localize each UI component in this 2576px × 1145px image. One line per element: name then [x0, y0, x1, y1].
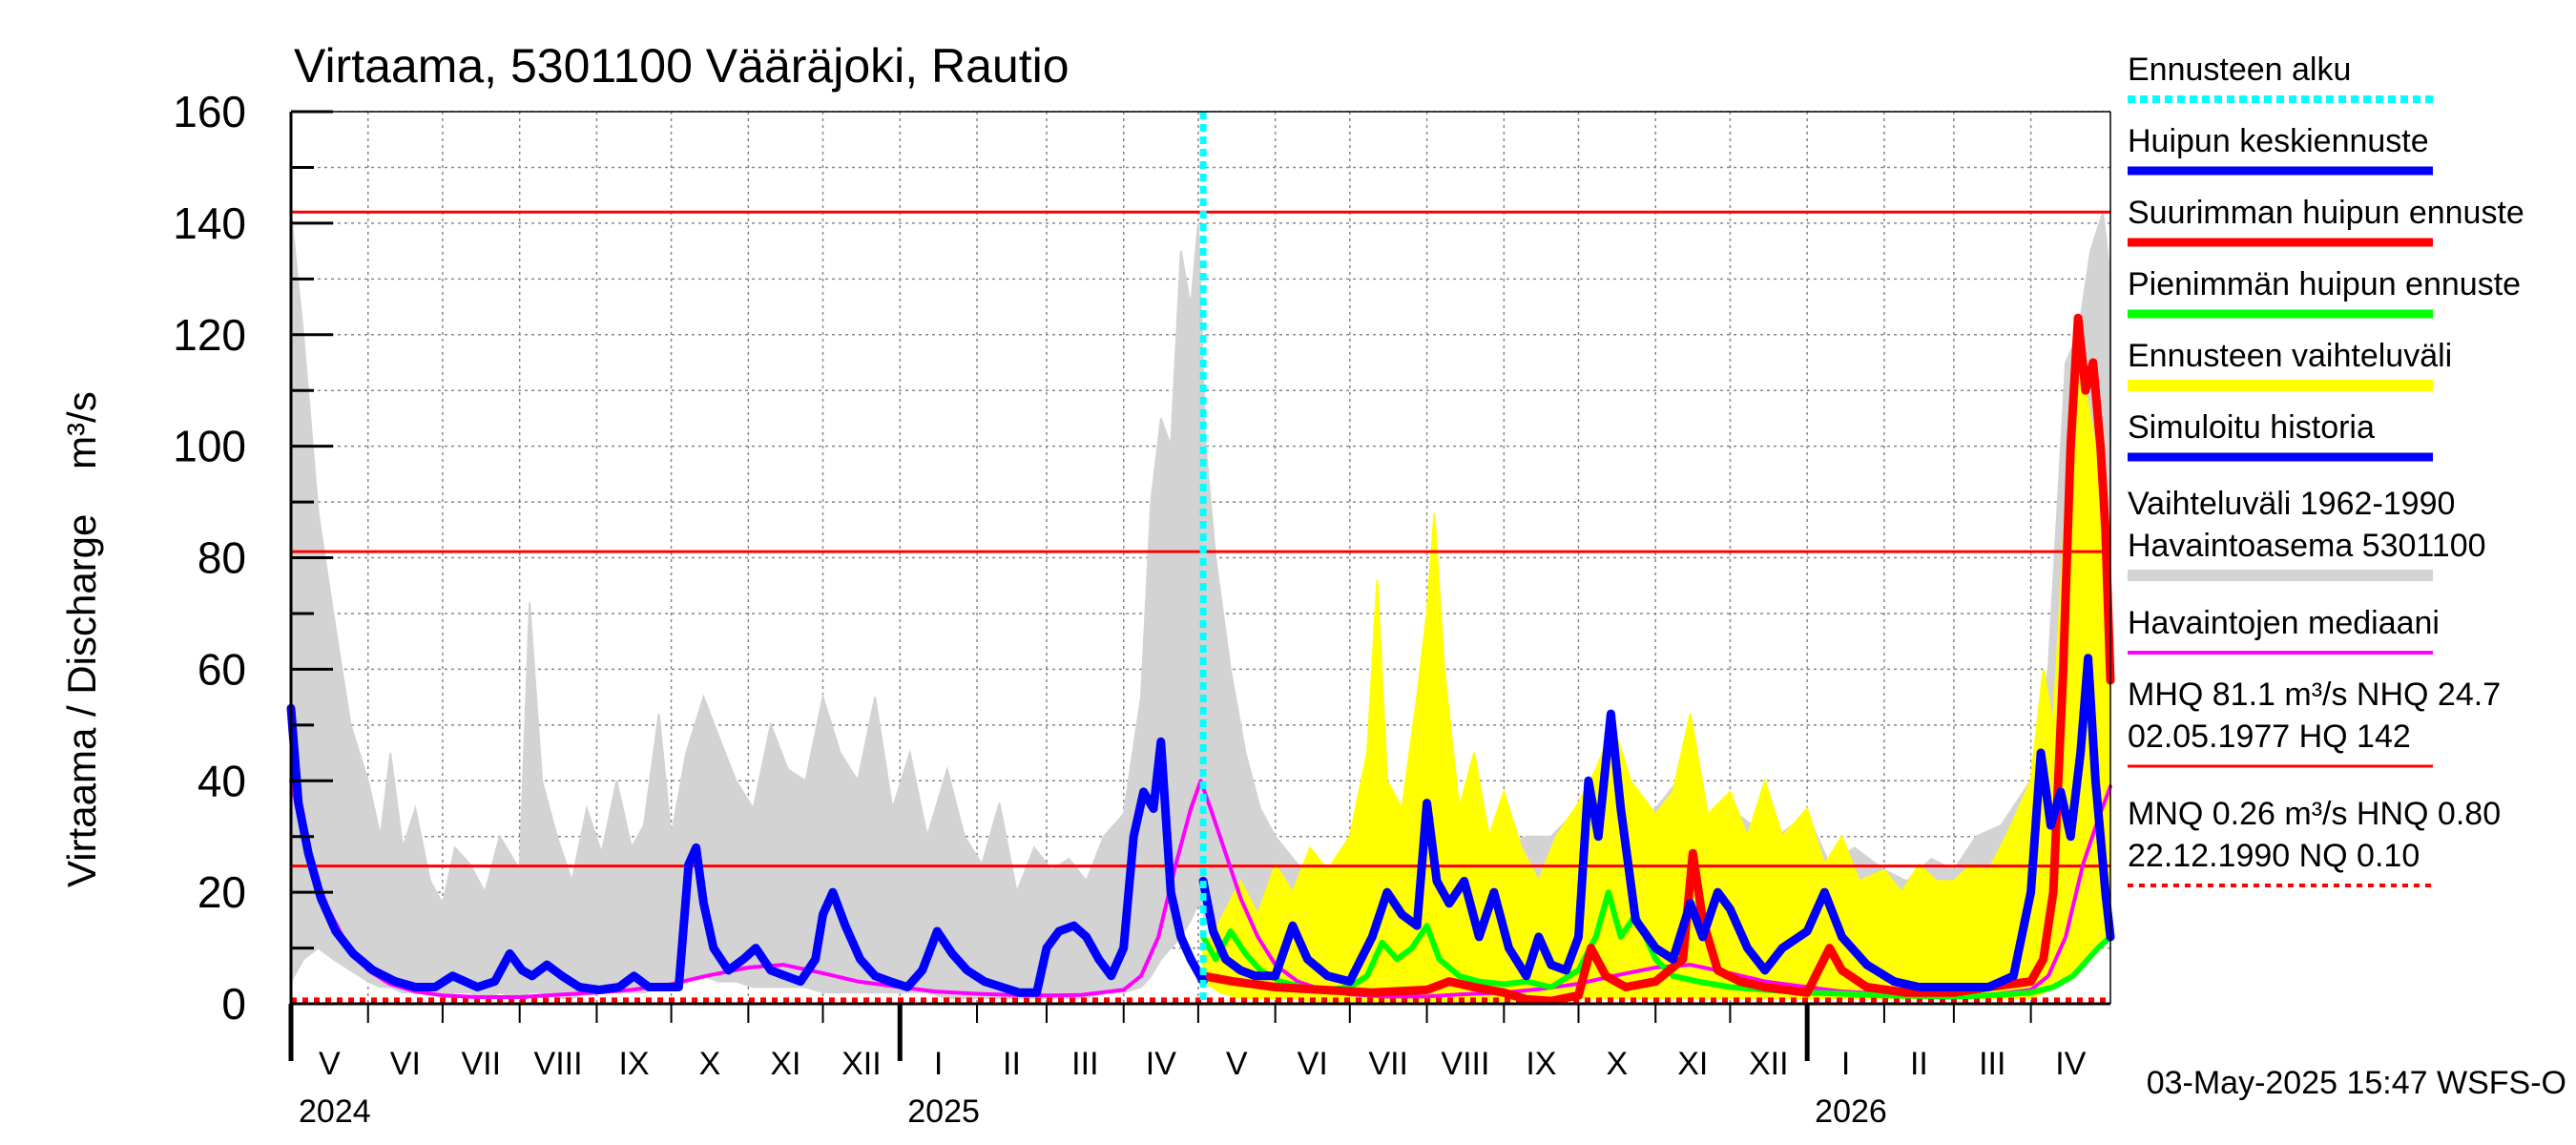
legend-label: Vaihteluväli 1962-1990 [2128, 486, 2455, 522]
x-tick-label-month: VIII [1441, 1046, 1489, 1082]
x-tick-label-month: XI [770, 1046, 800, 1082]
x-tick-label-month: VIII [534, 1046, 583, 1082]
x-tick-label-month: III [1979, 1046, 2005, 1082]
series-line-simulated_history [286, 703, 1208, 997]
series-line-forecast_max [1198, 313, 2115, 1006]
y-tick-label: 120 [173, 310, 246, 360]
y-tick-label: 0 [221, 979, 246, 1029]
x-tick-label-month: VII [1368, 1046, 1408, 1082]
y-tick-label: 100 [173, 422, 246, 471]
legend-label: Havaintojen mediaani [2128, 605, 2440, 641]
legend-label: Ennusteen vaihteluväli [2128, 338, 2452, 374]
x-tick-label-month: VI [390, 1046, 421, 1082]
x-tick-label-month: IX [618, 1046, 649, 1082]
x-tick-label-month: I [934, 1046, 943, 1082]
x-tick-labels: V VI VII VIII IX X XI XII I II III IV V VI VII VIII IX X X… [299, 1046, 2087, 1130]
y-tick-label: 140 [173, 198, 246, 248]
x-tick-label-month: IV [2055, 1046, 2086, 1082]
x-tick-label-month: IV [1146, 1046, 1176, 1082]
chart-title: Virtaama, 5301100 Vääräjoki, Rautio [294, 39, 1070, 93]
legend-label: Huipun keskiennuste [2128, 123, 2429, 159]
series-line-forecast_mean [1198, 654, 2115, 991]
y-tick-label: 40 [197, 756, 246, 805]
legend: Ennusteen alku Huipun keskiennuste Suurimm… [2128, 52, 2524, 887]
legend-label: Ennusteen alku [2128, 52, 2351, 88]
x-tick-label-month: I [1841, 1046, 1850, 1082]
y-tick-label: 20 [197, 867, 246, 917]
y-axis-label: Virtaama / Discharge m³/s [59, 391, 104, 887]
x-tick-label-month: II [1910, 1046, 1928, 1082]
legend-label: MNQ 0.26 m³/s HNQ 0.80 [2128, 796, 2501, 832]
x-tick-label-month: V [319, 1046, 341, 1082]
x-tick-label-year: 2026 [1815, 1093, 1887, 1130]
x-tick-label-month: XII [841, 1046, 882, 1082]
x-tick-label-year: 2024 [299, 1093, 371, 1130]
series-line-median [289, 779, 2112, 999]
legend-label-secondary: Havaintoasema 5301100 [2128, 528, 2486, 564]
y-tick-labels: 0 20 40 60 80 100 120 140 160 [173, 87, 246, 1029]
series-lines [286, 313, 2115, 1006]
x-tick-label-month: XII [1749, 1046, 1789, 1082]
axes [288, 110, 2111, 1061]
legend-label: MHQ 81.1 m³/s NHQ 24.7 [2128, 677, 2501, 713]
legend-label-secondary: 22.12.1990 NQ 0.10 [2128, 838, 2420, 874]
legend-label: Simuloitu historia [2128, 409, 2375, 446]
x-tick-label-month: IX [1526, 1046, 1556, 1082]
y-tick-label: 80 [197, 533, 246, 583]
x-tick-label-month: II [1003, 1046, 1021, 1082]
y-tick-label: 60 [197, 644, 246, 694]
x-tick-label-month: X [699, 1046, 721, 1082]
x-tick-label-year: 2025 [907, 1093, 980, 1130]
x-tick-label-month: III [1071, 1046, 1098, 1082]
x-tick-label-month: VI [1298, 1046, 1328, 1082]
x-tick-label-month: X [1607, 1046, 1629, 1082]
legend-label: Pienimmän huipun ennuste [2128, 266, 2521, 302]
legend-label: Suurimman huipun ennuste [2128, 195, 2524, 231]
y-axis-label-group: Virtaama / Discharge m³/s [59, 391, 104, 887]
x-tick-label-month: V [1226, 1046, 1248, 1082]
x-tick-label-month: XI [1677, 1046, 1708, 1082]
x-tick-label-month: VII [462, 1046, 502, 1082]
y-tick-label: 160 [173, 87, 246, 136]
legend-label-secondary: 02.05.1977 HQ 142 [2128, 718, 2411, 755]
timestamp: 03-May-2025 15:47 WSFS-O [2147, 1065, 2566, 1101]
